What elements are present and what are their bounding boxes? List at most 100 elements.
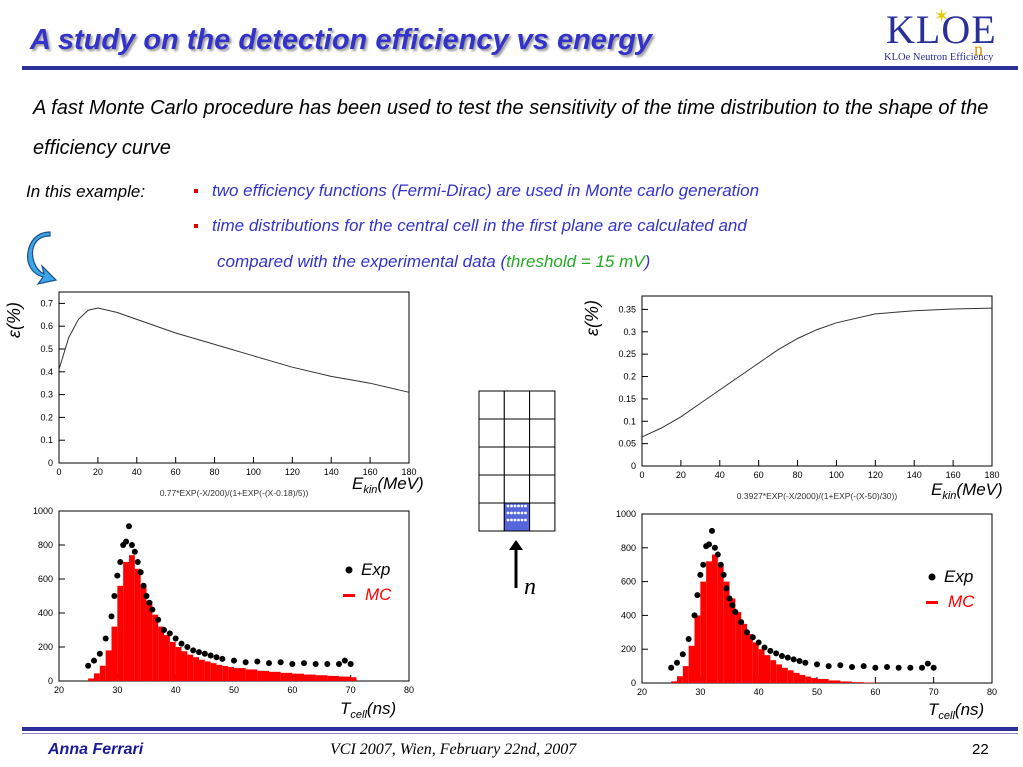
detector-cell (529, 418, 556, 448)
x-tick-label: 60 (754, 470, 764, 480)
mc-bar (234, 668, 246, 681)
exp-point (790, 656, 797, 663)
logo-subtitle: KLOe Neutron Efficiency (884, 52, 994, 63)
exp-point (849, 663, 855, 670)
x-axis-label: Tcell(ns) (340, 699, 396, 721)
exp-point (213, 654, 220, 661)
star-icon: ✶ (934, 6, 950, 26)
exp-point (161, 627, 167, 633)
x-axis-label-sub: cell (938, 710, 955, 722)
cell-dot (524, 504, 527, 508)
exp-point (685, 636, 692, 643)
exp-point (814, 661, 820, 668)
x-tick-label: 40 (715, 470, 725, 480)
logo-n-text: n (974, 39, 983, 59)
exp-point (254, 658, 261, 665)
exp-point (930, 664, 937, 671)
x-axis-label-main: T (340, 699, 352, 718)
exp-point (884, 663, 890, 670)
exp-point (341, 657, 348, 664)
cell-dot (524, 518, 527, 522)
exp-point (767, 647, 774, 654)
legend-exp-marker (928, 573, 936, 581)
x-tick-label: 30 (112, 685, 122, 695)
exp-point (347, 661, 354, 667)
mc-bar (193, 657, 199, 681)
x-tick-label: 180 (401, 467, 416, 477)
title-rule (22, 66, 1018, 70)
bullet-text: two efficiency functions (Fermi-Dirac) a… (212, 181, 760, 200)
exp-point (190, 647, 197, 654)
x-tick-label: 100 (829, 470, 844, 480)
x-axis-label-main: E (352, 474, 364, 493)
mc-bar (677, 676, 683, 683)
mc-bar (199, 659, 205, 681)
mc-bar (292, 673, 304, 681)
exp-point (711, 544, 718, 551)
mc-bar (204, 661, 211, 681)
x-tick-label: 80 (404, 685, 414, 695)
x-axis-label-unit: (MeV) (377, 474, 423, 493)
x-tick-label: 30 (695, 687, 705, 697)
exp-point (674, 659, 680, 666)
exp-point (837, 662, 844, 669)
exp-point (796, 658, 803, 665)
exp-point (860, 663, 867, 670)
bullet-text: time distributions for the central cell … (212, 216, 747, 235)
exp-point (700, 561, 707, 568)
exp-point (155, 616, 162, 623)
detector-cell (529, 390, 556, 420)
bullet-continuation-suffix: ) (644, 252, 651, 271)
y-tick-label: 200 (621, 644, 636, 654)
exp-point (128, 542, 135, 548)
y-tick-label: 0.5 (40, 344, 53, 354)
cell-dot (506, 511, 510, 515)
x-axis-label-sub: cell (350, 709, 367, 721)
footer-rule-thin (22, 733, 1018, 734)
x-tick-label: 80 (793, 470, 803, 480)
footer-author: Anna Ferrari (48, 741, 144, 758)
mc-bar (752, 642, 759, 683)
mc-bar (735, 612, 742, 683)
exp-point (277, 659, 284, 666)
cell-dot (517, 511, 520, 515)
mc-bar (350, 677, 357, 681)
mc-bar (688, 645, 695, 683)
mc-bar (257, 670, 269, 681)
x-axis-label-main: E (931, 480, 943, 499)
mc-bar (782, 667, 788, 683)
exp-point (196, 649, 202, 656)
x-tick-label: 140 (324, 467, 339, 477)
exp-point (694, 592, 701, 599)
exp-point (266, 660, 272, 667)
mc-bar (210, 663, 217, 681)
mc-bar (315, 675, 328, 681)
y-tick-label: 600 (38, 574, 53, 584)
detector-cell (503, 446, 531, 476)
detector-cell (478, 474, 505, 504)
exp-point (732, 609, 739, 616)
exp-point (668, 664, 675, 671)
mc-bar (840, 681, 852, 683)
exp-point (784, 654, 791, 661)
detector-cell (503, 390, 531, 420)
x-tick-label: 40 (171, 685, 181, 695)
x-tick-label: 160 (363, 467, 378, 477)
mc-bar (717, 564, 724, 683)
legend-mc-label: MC (365, 585, 392, 604)
mc-bar (245, 669, 258, 681)
mc-bar (269, 671, 281, 681)
x-tick-label: 80 (987, 687, 997, 697)
mc-bar (88, 678, 94, 681)
exp-point (726, 595, 733, 602)
mc-bar (129, 555, 135, 681)
y-tick-label: 1000 (616, 509, 636, 519)
exp-point (108, 613, 115, 620)
detector-cell (529, 446, 556, 476)
mc-bar (706, 561, 712, 683)
y-tick-label: 600 (621, 577, 636, 587)
exp-point (134, 559, 141, 565)
x-tick-label: 60 (870, 687, 880, 697)
exp-point (184, 644, 191, 650)
intro-paragraph: A fast Monte Carlo procedure has been us… (33, 97, 989, 159)
